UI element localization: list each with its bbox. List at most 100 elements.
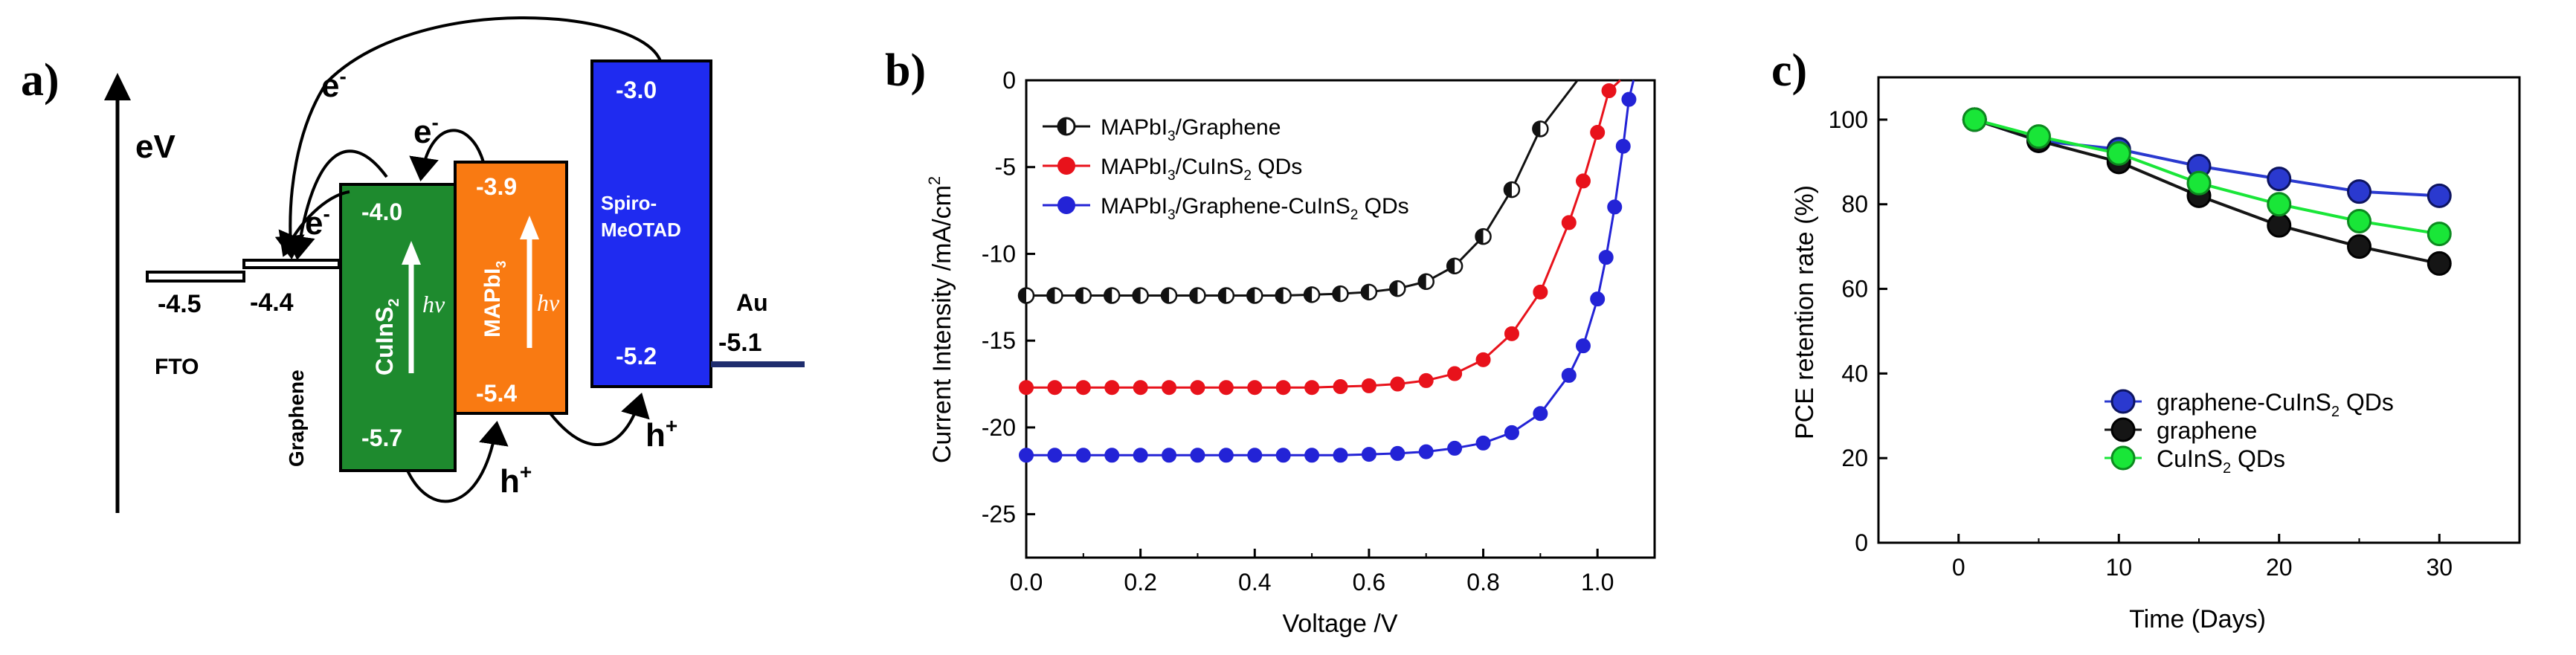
- electron-label-2: e-: [413, 111, 439, 150]
- data-point: [2427, 222, 2452, 247]
- x-tick-label: 0.6: [1353, 569, 1385, 596]
- data-point: [2186, 170, 2212, 196]
- hole-path-cuins2-mapbi3: [406, 421, 509, 503]
- data-point: [1561, 215, 1577, 230]
- data-point-half: [1075, 288, 1083, 303]
- panel-a: a) eV -4.5 FTO -4.4 Graphene -4.0 -5.7 C…: [21, 16, 805, 513]
- legend-item-graphene: graphene: [2105, 417, 2257, 444]
- y-tick-label: -5: [995, 154, 1016, 181]
- x-tick-label: 1.0: [1581, 569, 1614, 596]
- data-point: [1475, 352, 1491, 367]
- data-point: [1607, 199, 1623, 215]
- fto-label: FTO: [155, 355, 199, 379]
- data-point: [1075, 380, 1091, 396]
- y-tick-label: 0: [1855, 529, 1868, 556]
- y-tick-label: -25: [982, 501, 1016, 528]
- data-point: [2267, 192, 2292, 217]
- x-tick-label: 0: [1952, 554, 1965, 581]
- legend-label: graphene: [2157, 417, 2257, 444]
- y-tick-label: 40: [1841, 360, 1868, 387]
- data-point: [1190, 448, 1205, 463]
- legend-marker: [2110, 389, 2136, 414]
- cuins2-excitation-arrowhead: [402, 241, 421, 265]
- spiro-vb-value: -5.2: [616, 343, 657, 370]
- cuins2-label: CuInS2: [371, 298, 402, 375]
- hole-label-1: h+: [500, 460, 532, 500]
- data-point: [1133, 380, 1148, 396]
- x-tick-label: 20: [2266, 554, 2293, 581]
- data-point: [1275, 380, 1291, 396]
- spiro-label-line1: Spiro-: [601, 192, 657, 214]
- data-point-half: [1162, 288, 1170, 303]
- legend-label: CuInS2 QDs: [2157, 445, 2285, 477]
- y-tick-label: 60: [1841, 276, 1868, 303]
- graphene-label: Graphene: [285, 370, 308, 467]
- legend-label: MAPbI3/Graphene-CuInS2 QDs: [1101, 194, 1409, 223]
- data-point: [1047, 380, 1063, 396]
- legend-item-graphene-cuins2: MAPbI3/Graphene-CuInS2 QDs: [1043, 194, 1409, 223]
- y-tick-label: -20: [982, 414, 1016, 441]
- spiro-cb-value: -3.0: [616, 77, 657, 103]
- x-tick-label: 30: [2426, 554, 2453, 581]
- data-point-half: [1133, 288, 1141, 303]
- series-2: [1019, 80, 1637, 463]
- data-point-half: [1475, 229, 1484, 245]
- mapbi3-band: [454, 161, 568, 415]
- panel-b: b) 0.0 0.2 0.4 0.6 0.8 1.0 0 -5 -10 -15 -20 -25 Cur…: [885, 45, 1656, 638]
- mapbi3-hv-label: hv: [537, 289, 560, 316]
- data-point-half: [1447, 258, 1455, 274]
- data-point-half: [1247, 288, 1255, 303]
- legend-item-graphene-cuins2: graphene-CuInS2 QDs: [2105, 389, 2394, 420]
- data-point: [1019, 448, 1034, 463]
- panel-b-ticks: 0.0 0.2 0.4 0.6 0.8 1.0 0 -5 -10 -15 -20 -25: [982, 67, 1655, 596]
- data-point: [1390, 445, 1405, 461]
- data-point: [1304, 448, 1320, 463]
- legend-item-cuins2: MAPbI3/CuInS2 QDs: [1043, 155, 1302, 184]
- cuins2-vb-value: -5.7: [361, 425, 402, 451]
- series-2: [1962, 107, 2452, 247]
- spiro-label-line2: MeOTAD: [601, 219, 681, 241]
- panel-b-xlabel: Voltage /V: [1282, 610, 1397, 638]
- mapbi3-cb-value: -3.9: [476, 173, 517, 200]
- data-point: [1275, 448, 1291, 463]
- electron-label-3: e-: [305, 202, 330, 242]
- data-point: [1019, 380, 1034, 396]
- panel-c-label: c): [1771, 45, 1807, 96]
- data-point: [1621, 91, 1637, 107]
- mapbi3-excitation-arrowhead: [520, 216, 539, 239]
- series-0: [1017, 80, 1579, 304]
- data-point: [1333, 448, 1348, 463]
- spiro-band: [590, 59, 712, 388]
- electron-path-spiro-graphene: [274, 16, 662, 259]
- data-point: [2427, 251, 2452, 276]
- data-point: [1247, 380, 1263, 396]
- data-point: [1504, 425, 1519, 440]
- data-point-half: [1104, 288, 1112, 303]
- data-point: [1162, 380, 1177, 396]
- data-point-half: [1418, 274, 1426, 289]
- panel-b-legend: MAPbI3/Graphene MAPbI3/CuInS2 QDs MAPbI3…: [1043, 115, 1409, 223]
- data-point: [1104, 380, 1120, 396]
- data-point: [1590, 291, 1606, 307]
- legend-marker: [2110, 445, 2136, 471]
- data-point: [1361, 447, 1376, 462]
- cuins2-hv-label: hv: [422, 291, 445, 317]
- panel-c-ylabel: PCE retention rate (%): [1791, 185, 1819, 439]
- panel-c-series: [1962, 107, 2452, 276]
- data-point: [1190, 380, 1205, 396]
- data-point: [1533, 284, 1548, 300]
- energy-axis-arrowhead: [104, 73, 131, 100]
- data-point: [1962, 107, 1987, 132]
- data-point: [1333, 379, 1348, 395]
- legend-item-cuins2: CuInS2 QDs: [2105, 445, 2285, 477]
- data-point: [1104, 448, 1120, 463]
- series-1: [1019, 79, 1621, 396]
- data-point-half: [1333, 286, 1341, 302]
- data-point-half: [1019, 288, 1026, 303]
- data-point: [1601, 83, 1617, 99]
- data-point-half: [1304, 287, 1313, 303]
- data-point-half: [1190, 288, 1198, 303]
- data-point: [1418, 444, 1434, 459]
- data-point: [1418, 372, 1434, 388]
- y-tick-label: 100: [1829, 106, 1868, 133]
